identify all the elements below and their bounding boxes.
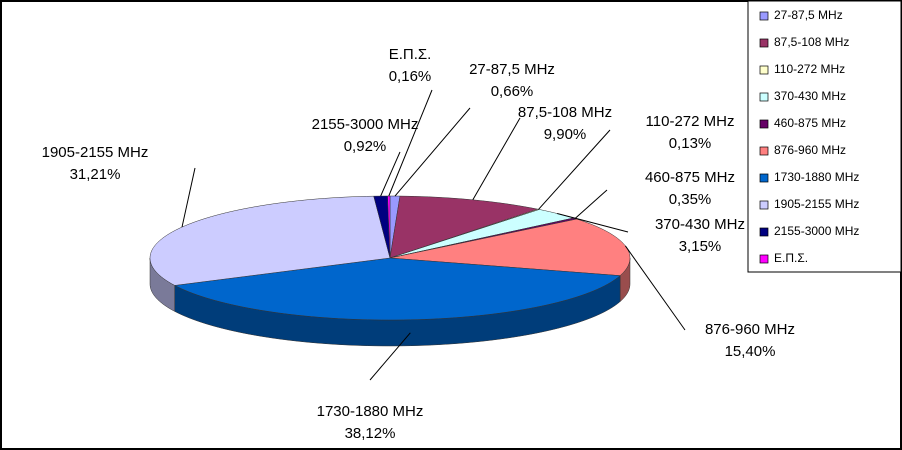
leader-line bbox=[388, 89, 433, 197]
slice bbox=[389, 218, 631, 276]
legend-swatch bbox=[759, 200, 769, 210]
legend-label: 87,5-108 MHz bbox=[774, 35, 849, 49]
data-label-name: 1730-1880 MHz bbox=[317, 403, 424, 420]
data-label-value: 31,21% bbox=[70, 166, 121, 183]
data-label-value: 3,15% bbox=[679, 238, 722, 255]
data-label-name: 1905-2155 MHz bbox=[42, 144, 149, 161]
legend-swatch bbox=[759, 146, 769, 156]
data-label-value: 38,12% bbox=[345, 425, 396, 442]
data-label-name: 370-430 MHz bbox=[655, 216, 745, 233]
data-label-name: Ε.Π.Σ. bbox=[389, 46, 432, 63]
legend-swatch bbox=[759, 65, 769, 75]
legend-label: 27-87,5 MHz bbox=[774, 8, 843, 22]
slice bbox=[149, 195, 391, 286]
data-label-name: 2155-3000 MHz bbox=[312, 116, 419, 133]
legend-swatch bbox=[759, 119, 769, 129]
leader-line bbox=[557, 213, 629, 233]
leader-line bbox=[380, 151, 401, 197]
legend-swatch bbox=[759, 227, 769, 237]
data-label-name: 87,5-108 MHz bbox=[518, 104, 612, 121]
legend-label: 110-272 MHz bbox=[774, 62, 845, 76]
slice bbox=[387, 195, 391, 259]
legend-label: 460-875 MHz bbox=[774, 116, 846, 130]
leader-line bbox=[181, 167, 196, 228]
leader-line bbox=[625, 245, 686, 331]
leader-line bbox=[574, 189, 608, 219]
leader-line bbox=[472, 117, 521, 201]
data-label-value: 0,35% bbox=[669, 191, 712, 208]
data-label-name: 27-87,5 MHz bbox=[469, 61, 555, 78]
data-label-name: 110-272 MHz bbox=[646, 113, 735, 130]
data-label-value: 15,40% bbox=[725, 343, 776, 360]
legend-label: 1730-1880 MHz bbox=[774, 170, 859, 184]
data-label-name: 460-875 MHz bbox=[645, 169, 735, 186]
legend-label: Ε.Π.Σ. bbox=[774, 251, 808, 265]
data-label-value: 0,92% bbox=[344, 138, 387, 155]
data-label-value: 9,90% bbox=[544, 126, 587, 143]
data-label-value: 0,16% bbox=[389, 68, 432, 85]
slice bbox=[173, 257, 621, 321]
leader-line bbox=[394, 107, 471, 197]
legend-swatch bbox=[759, 11, 769, 21]
data-label-name: 876-960 MHz bbox=[705, 321, 795, 338]
legend-swatch bbox=[759, 92, 769, 102]
legend-label: 2155-3000 MHz bbox=[774, 224, 859, 238]
legend-box bbox=[747, 0, 902, 273]
slice bbox=[389, 195, 539, 259]
legend-swatch bbox=[759, 38, 769, 48]
leader-line bbox=[538, 129, 611, 210]
leader-line bbox=[369, 332, 411, 381]
legend-swatch bbox=[759, 173, 769, 183]
legend-label: 876-960 MHz bbox=[774, 143, 846, 157]
legend-swatch bbox=[759, 254, 769, 264]
data-label-value: 0,66% bbox=[491, 83, 534, 100]
legend-label: 1905-2155 MHz bbox=[774, 197, 859, 211]
data-label-value: 0,13% bbox=[669, 135, 712, 152]
legend-label: 370-430 MHz bbox=[774, 89, 846, 103]
